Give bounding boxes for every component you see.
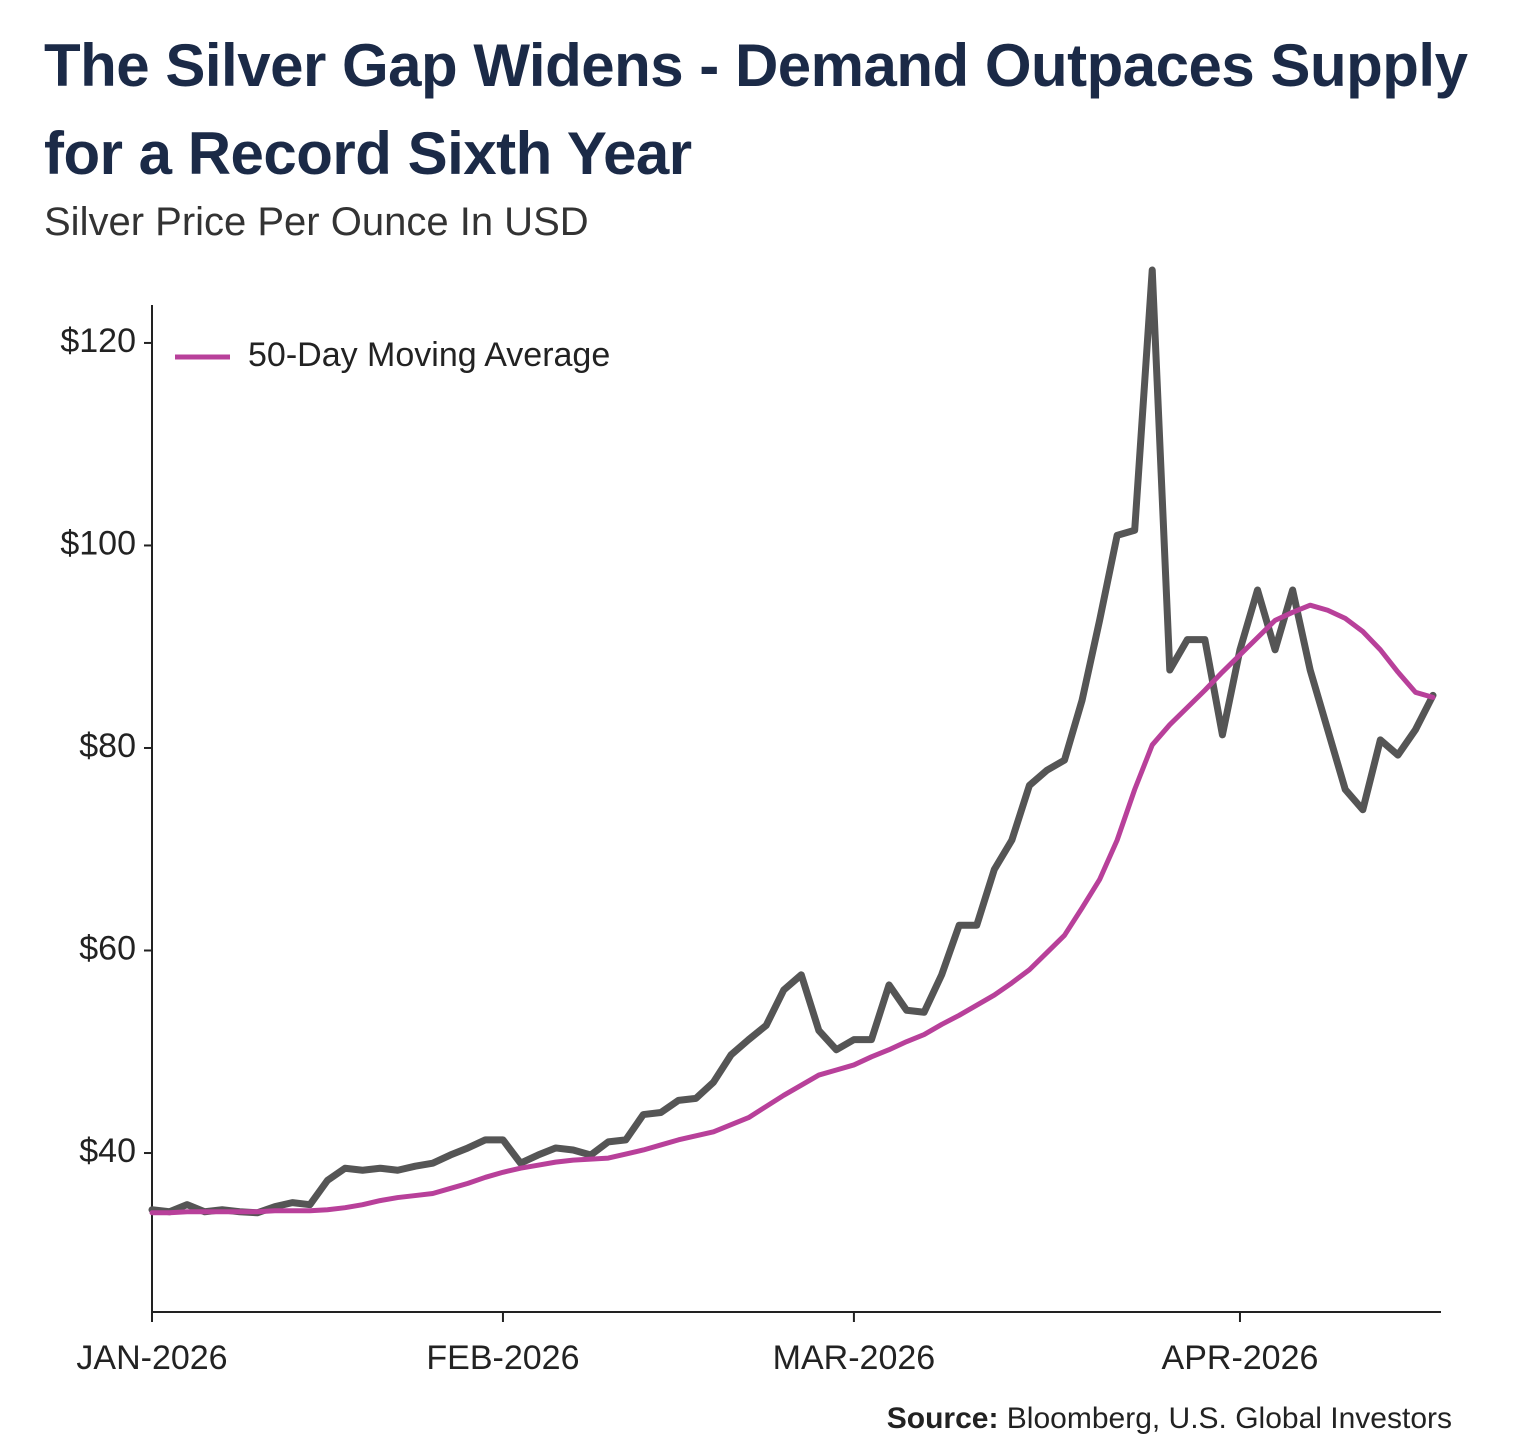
y-tick-label: $120 bbox=[60, 322, 136, 360]
source-text: Bloomberg, U.S. Global Investors bbox=[1007, 1402, 1452, 1435]
y-tick-label: $80 bbox=[79, 727, 136, 765]
x-tick-label: MAR-2026 bbox=[773, 1339, 936, 1377]
y-tick-label: $100 bbox=[60, 524, 136, 562]
x-tick-label: APR-2026 bbox=[1162, 1339, 1319, 1377]
y-tick-label: $40 bbox=[79, 1132, 136, 1170]
x-tick-label: JAN-2026 bbox=[76, 1339, 227, 1377]
x-tick-label: FEB-2026 bbox=[426, 1339, 579, 1377]
series-line bbox=[149, 602, 1436, 1216]
legend-label: 50-Day Moving Average bbox=[248, 336, 610, 374]
chart-subtitle: Silver Price Per Ounce In USD bbox=[44, 200, 589, 244]
chart-title: The Silver Gap Widens - Demand Outpaces … bbox=[44, 32, 1468, 187]
y-tick-label: $60 bbox=[79, 929, 136, 967]
series-line bbox=[148, 266, 1437, 1217]
source: Source: Bloomberg, U.S. Global Investors bbox=[887, 1402, 1452, 1435]
source-label: Source: bbox=[887, 1402, 999, 1435]
